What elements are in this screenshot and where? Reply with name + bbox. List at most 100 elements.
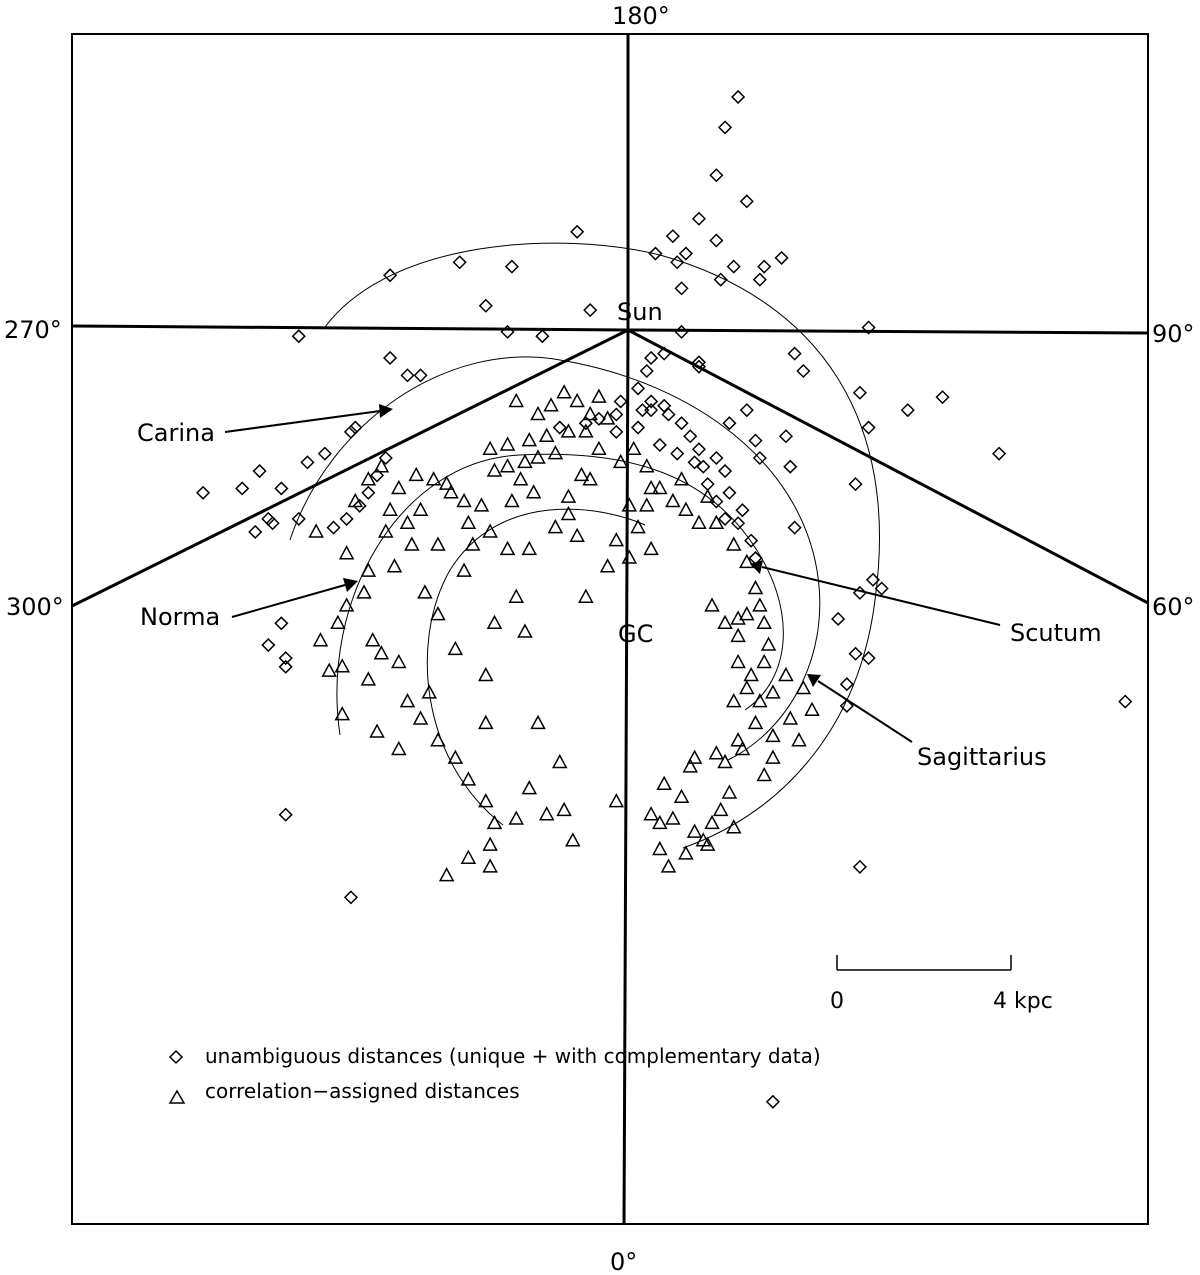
data-point-diamond [644, 403, 659, 418]
data-point-triangle [391, 740, 407, 756]
longitude-label-90: 90° [1152, 320, 1195, 348]
data-point-triangle [551, 753, 568, 769]
data-point-diamond [326, 520, 341, 535]
data-point-triangle [725, 693, 742, 708]
scutum-arrowhead [750, 560, 763, 574]
data-point-diamond [278, 659, 293, 674]
data-point-diamond [691, 355, 707, 370]
data-point-triangle [565, 832, 581, 847]
data-point-diamond [644, 350, 659, 366]
data-point-diamond [757, 259, 772, 274]
data-point-diamond [752, 450, 767, 466]
data-point-diamond [552, 420, 567, 435]
longitude-label-270: 270° [4, 316, 62, 344]
data-point-triangle [608, 532, 625, 547]
data-point-triangle [478, 793, 494, 808]
data-point-diamond [713, 272, 728, 287]
data-point-diamond [535, 329, 550, 344]
data-point-triangle [364, 632, 381, 647]
data-point-diamond [687, 455, 702, 470]
data-point-diamond [678, 246, 693, 261]
data-point-diamond [744, 533, 759, 548]
data-point-triangle [547, 445, 564, 460]
data-point-triangle [547, 519, 564, 534]
data-point-triangle [360, 671, 377, 686]
data-point-triangle [530, 405, 546, 421]
data-point-diamond [644, 394, 659, 409]
data-point-triangle [712, 801, 729, 817]
data-point-triangle [752, 597, 768, 612]
data-point-diamond [874, 581, 889, 596]
data-point-triangle [421, 684, 438, 699]
data-point-triangle [399, 514, 416, 529]
data-point-triangle [743, 666, 759, 682]
data-point-diamond [378, 450, 393, 466]
data-point-diamond [709, 450, 724, 466]
data-point-triangle [752, 693, 768, 708]
data-point-triangle [334, 658, 351, 673]
data-point-triangle [538, 427, 555, 442]
data-point-diamond [630, 420, 646, 435]
data-point-triangle [569, 527, 585, 543]
data-point-triangle [347, 492, 364, 508]
data-point-triangle [486, 462, 503, 477]
data-point-diamond [748, 433, 763, 448]
data-point-diamond [852, 585, 867, 600]
data-point-triangle [765, 749, 781, 764]
data-point-triangle [499, 436, 516, 451]
data-point-diamond [369, 468, 385, 483]
data-point-triangle [765, 684, 781, 699]
data-point-diamond [413, 368, 428, 383]
norma-label: Norma [140, 603, 220, 631]
data-point-diamond [452, 255, 467, 270]
data-point-diamond [748, 550, 763, 566]
data-point-triangle [591, 388, 607, 403]
data-point-triangle [360, 471, 377, 486]
data-point-triangle [682, 758, 699, 773]
data-point-triangle [530, 449, 546, 464]
data-point-triangle [756, 766, 772, 782]
data-point-triangle [660, 858, 677, 873]
data-point-diamond [726, 259, 741, 274]
data-point-triangle [456, 562, 472, 577]
data-point-triangle [538, 806, 555, 821]
data-point-triangle [504, 492, 520, 508]
carina-arrow [224, 410, 381, 433]
data-point-triangle [512, 471, 529, 486]
data-point-diamond [674, 416, 689, 431]
data-point-diamond [278, 807, 293, 822]
data-point-triangle [691, 514, 707, 529]
data-point-triangle [739, 679, 755, 695]
data-point-triangle [438, 867, 455, 882]
data-point-triangle [791, 732, 807, 747]
data-point-triangle [569, 392, 585, 408]
data-point-triangle [543, 397, 559, 412]
data-point-diamond [317, 446, 332, 461]
data-point-diamond [648, 246, 663, 261]
data-point-diamond [839, 698, 854, 714]
data-point-triangle [556, 801, 572, 817]
data-point-triangle [482, 523, 498, 538]
data-point-diamond [722, 416, 737, 431]
data-point-triangle [704, 814, 720, 830]
data-point-triangle [399, 693, 416, 708]
data-point-diamond [796, 363, 811, 379]
data-point-triangle [760, 636, 777, 651]
data-point-triangle [460, 514, 477, 529]
data-point-triangle [756, 614, 772, 630]
norma-arrow [231, 584, 346, 618]
plot-frame [71, 33, 1149, 1225]
longitude-line-0 [622, 329, 630, 1225]
data-point-triangle [730, 732, 746, 747]
data-point-diamond [261, 637, 276, 653]
data-point-diamond [848, 477, 863, 492]
data-point-triangle [521, 780, 538, 795]
data-point-diamond [691, 442, 707, 457]
data-point-diamond [500, 324, 515, 339]
data-point-triangle [464, 536, 481, 551]
scale-bar-end-label: 4 kpc [993, 989, 1053, 1014]
data-point-diamond [839, 677, 854, 692]
data-point-triangle [673, 788, 690, 804]
data-point-diamond [478, 298, 493, 313]
data-point-triangle [608, 793, 625, 808]
